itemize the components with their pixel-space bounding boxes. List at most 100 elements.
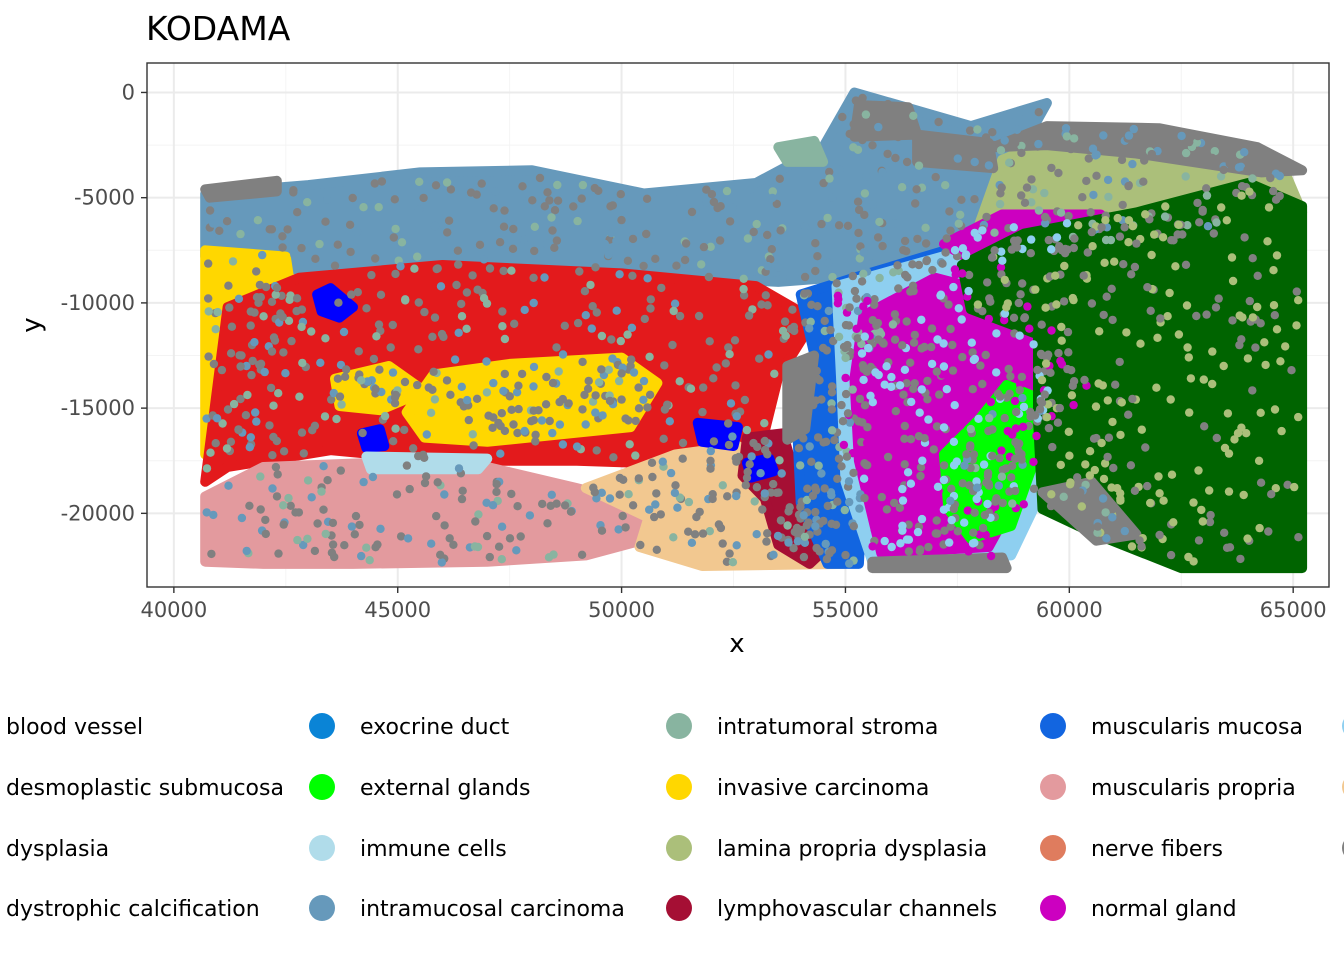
data-point (995, 482, 1003, 490)
data-point (457, 300, 465, 308)
data-point (860, 248, 868, 256)
data-point (371, 543, 379, 551)
data-point (836, 166, 844, 174)
data-point (709, 374, 717, 382)
legend-label: exocrine duct (360, 715, 510, 740)
data-point (666, 417, 674, 425)
data-point (1058, 337, 1066, 345)
data-point (903, 317, 911, 325)
data-point (899, 391, 907, 399)
data-point (629, 235, 637, 243)
data-point (1023, 302, 1031, 310)
data-point (250, 338, 258, 346)
data-point (756, 469, 764, 477)
data-point (647, 295, 655, 303)
data-point (745, 311, 753, 319)
data-point (284, 494, 292, 502)
data-point (1038, 376, 1046, 384)
data-point (1060, 297, 1068, 305)
data-point (207, 550, 215, 558)
data-point (873, 105, 881, 113)
data-point (743, 426, 751, 434)
legend-item: blood vessel (0, 713, 143, 740)
data-point (574, 319, 582, 327)
data-point (1047, 164, 1055, 172)
data-point (803, 485, 811, 493)
data-point (854, 146, 862, 154)
data-point (1013, 126, 1021, 134)
data-point (1272, 196, 1280, 204)
data-point (813, 252, 821, 260)
y-tick-label: -15000 (61, 396, 135, 420)
data-point (916, 545, 924, 553)
data-point (300, 449, 308, 457)
legend-item: muscularis mucosa (1040, 713, 1303, 740)
data-point (1053, 233, 1061, 241)
data-point (663, 401, 671, 409)
data-point (1217, 203, 1225, 211)
data-point (215, 227, 223, 235)
data-point (1063, 365, 1071, 373)
data-point (266, 225, 274, 233)
data-point (358, 429, 366, 437)
data-point (928, 266, 936, 274)
data-point (1091, 466, 1099, 474)
data-point (431, 222, 439, 230)
data-point (1097, 439, 1105, 447)
data-point (907, 480, 915, 488)
data-point (629, 501, 637, 509)
data-point (268, 298, 276, 306)
data-point (794, 410, 802, 418)
legend-key (309, 713, 335, 739)
data-point (501, 370, 509, 378)
data-point (307, 327, 315, 335)
data-point (391, 225, 399, 233)
data-point (1069, 294, 1077, 302)
data-point (252, 267, 260, 275)
data-point (455, 464, 463, 472)
data-point (555, 367, 563, 375)
data-point (1243, 166, 1251, 174)
data-point (280, 520, 288, 528)
data-point (543, 188, 551, 196)
data-point (549, 379, 557, 387)
plot-area (202, 93, 1302, 569)
data-point (988, 452, 996, 460)
data-point (273, 492, 281, 500)
data-point (835, 333, 843, 341)
data-point (362, 304, 370, 312)
data-point (371, 254, 379, 262)
chart-title: KODAMA (146, 9, 291, 48)
data-point (913, 235, 921, 243)
data-point (1008, 499, 1016, 507)
data-point (841, 354, 849, 362)
data-point (591, 391, 599, 399)
data-point (303, 198, 311, 206)
data-point (783, 521, 791, 529)
data-point (770, 370, 778, 378)
y-axis-title: y (17, 317, 47, 332)
data-point (1153, 334, 1161, 342)
data-point (878, 493, 886, 501)
data-point (1255, 524, 1263, 532)
data-point (988, 128, 996, 136)
data-point (236, 362, 244, 370)
data-point (1155, 531, 1163, 539)
data-point (268, 347, 276, 355)
data-point (514, 405, 522, 413)
data-point (1052, 300, 1060, 308)
data-point (496, 450, 504, 458)
data-point (1016, 332, 1024, 340)
data-point (1235, 163, 1243, 171)
data-point (670, 307, 678, 315)
data-point (987, 398, 995, 406)
data-point (980, 460, 988, 468)
data-point (569, 202, 577, 210)
data-point (530, 407, 538, 415)
data-point (297, 323, 305, 331)
data-point (1192, 312, 1200, 320)
data-point (492, 488, 500, 496)
legend-key (1040, 895, 1066, 921)
data-point (1204, 222, 1212, 230)
data-point (1189, 557, 1197, 565)
